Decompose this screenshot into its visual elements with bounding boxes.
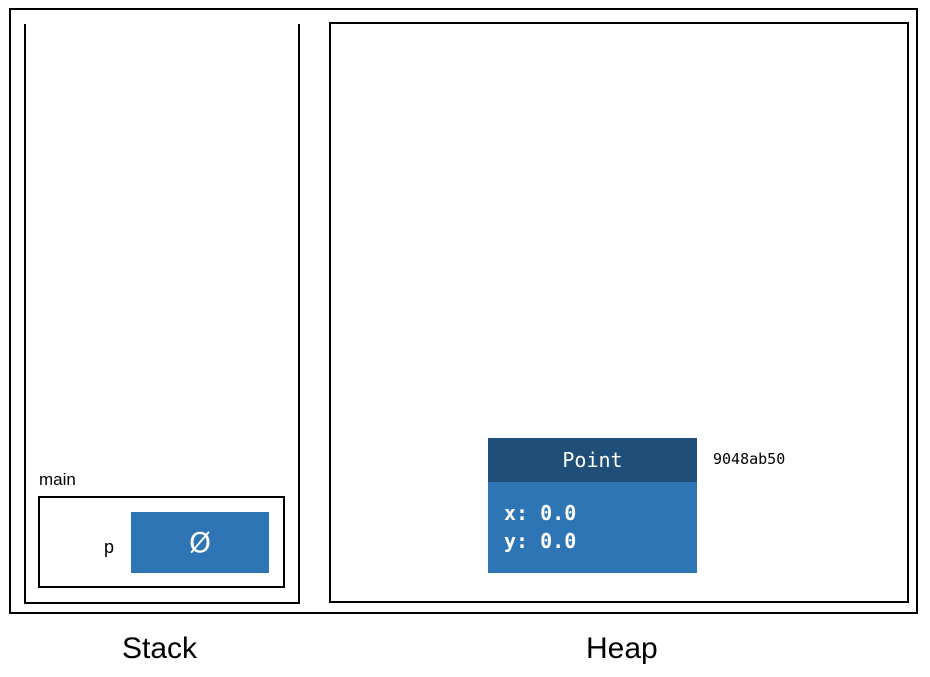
heap-object-address: 9048ab50: [713, 450, 786, 468]
heap-panel: [329, 22, 909, 603]
heap-object-field-x: x: 0.0: [504, 501, 577, 525]
heap-object-field-y: y: 0.0: [504, 529, 577, 553]
memory-diagram-frame: [9, 8, 918, 614]
stack-panel: [24, 24, 300, 604]
stack-variable-name: p: [104, 537, 115, 557]
stack-frame-main: [38, 496, 285, 588]
stack-frame-label: main: [39, 470, 76, 489]
heap-caption: Heap: [586, 632, 658, 665]
stack-caption: Stack: [122, 632, 198, 665]
heap-object-fields: x: 0.0 y: 0.0: [488, 482, 697, 573]
stack-variable-value: Ø: [131, 512, 269, 573]
heap-object-type: Point: [488, 438, 697, 482]
